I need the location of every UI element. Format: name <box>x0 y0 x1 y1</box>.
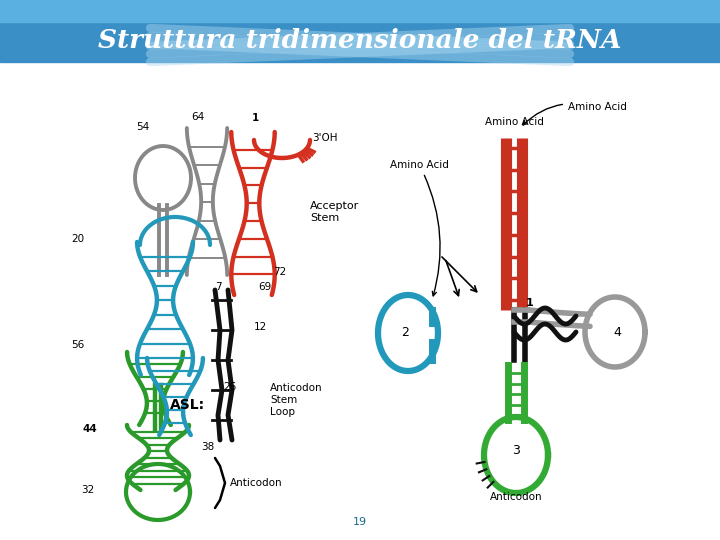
Text: 38: 38 <box>202 442 215 452</box>
Text: Amino Acid: Amino Acid <box>485 117 544 127</box>
Text: 20: 20 <box>71 234 84 244</box>
Text: 1: 1 <box>526 298 534 308</box>
Text: Anticodon: Anticodon <box>490 492 542 502</box>
Text: 69: 69 <box>258 282 271 292</box>
Text: Anticodon: Anticodon <box>230 478 283 488</box>
Text: 1: 1 <box>251 113 258 123</box>
Text: Struttura tridimensionale del tRNA: Struttura tridimensionale del tRNA <box>98 28 622 52</box>
Text: 12: 12 <box>253 322 266 332</box>
Text: 19: 19 <box>353 517 367 527</box>
Text: Amino Acid: Amino Acid <box>523 102 627 125</box>
Text: 72: 72 <box>274 267 287 277</box>
Bar <box>0 0 720 62</box>
Text: 32: 32 <box>81 485 94 495</box>
Text: Amino Acid: Amino Acid <box>390 160 449 296</box>
Text: Anticodon
Stem
Loop: Anticodon Stem Loop <box>270 383 323 416</box>
Text: 56: 56 <box>71 340 85 350</box>
Text: 44: 44 <box>83 424 97 434</box>
Text: 64: 64 <box>192 112 204 122</box>
Text: 4: 4 <box>613 326 621 339</box>
Text: Acceptor
Stem: Acceptor Stem <box>310 201 359 223</box>
Text: 3'OH: 3'OH <box>312 133 338 143</box>
Text: 3: 3 <box>512 443 520 456</box>
Text: 26: 26 <box>223 382 237 392</box>
Text: 2: 2 <box>401 327 409 340</box>
Text: ASL:: ASL: <box>169 398 204 412</box>
Text: 7: 7 <box>215 282 221 292</box>
Bar <box>0 0 720 22</box>
Text: 54: 54 <box>136 122 150 132</box>
